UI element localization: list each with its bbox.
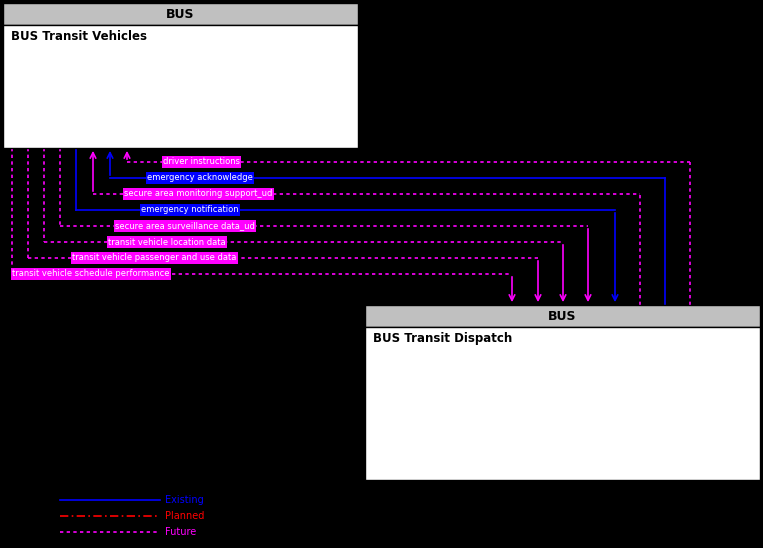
Text: emergency acknowledge: emergency acknowledge <box>147 174 253 182</box>
Text: Planned: Planned <box>165 511 204 521</box>
Text: secure area monitoring support_ud: secure area monitoring support_ud <box>124 190 272 198</box>
Text: BUS Transit Dispatch: BUS Transit Dispatch <box>372 333 512 345</box>
Text: transit vehicle passenger and use data: transit vehicle passenger and use data <box>72 254 237 262</box>
Text: driver instructions: driver instructions <box>163 157 240 167</box>
Bar <box>3 3 358 25</box>
Text: emergency notification: emergency notification <box>141 206 239 214</box>
Bar <box>3 25 358 148</box>
Text: Existing: Existing <box>165 495 204 505</box>
Text: transit vehicle location data: transit vehicle location data <box>108 237 226 247</box>
Text: BUS Transit Vehicles: BUS Transit Vehicles <box>11 31 146 43</box>
Bar <box>365 305 760 327</box>
Text: BUS: BUS <box>549 310 577 323</box>
Bar <box>365 327 760 480</box>
Text: BUS: BUS <box>166 8 195 20</box>
Text: Future: Future <box>165 527 196 537</box>
Text: secure area surveillance data_ud: secure area surveillance data_ud <box>115 221 255 231</box>
Text: transit vehicle schedule performance: transit vehicle schedule performance <box>12 270 169 278</box>
